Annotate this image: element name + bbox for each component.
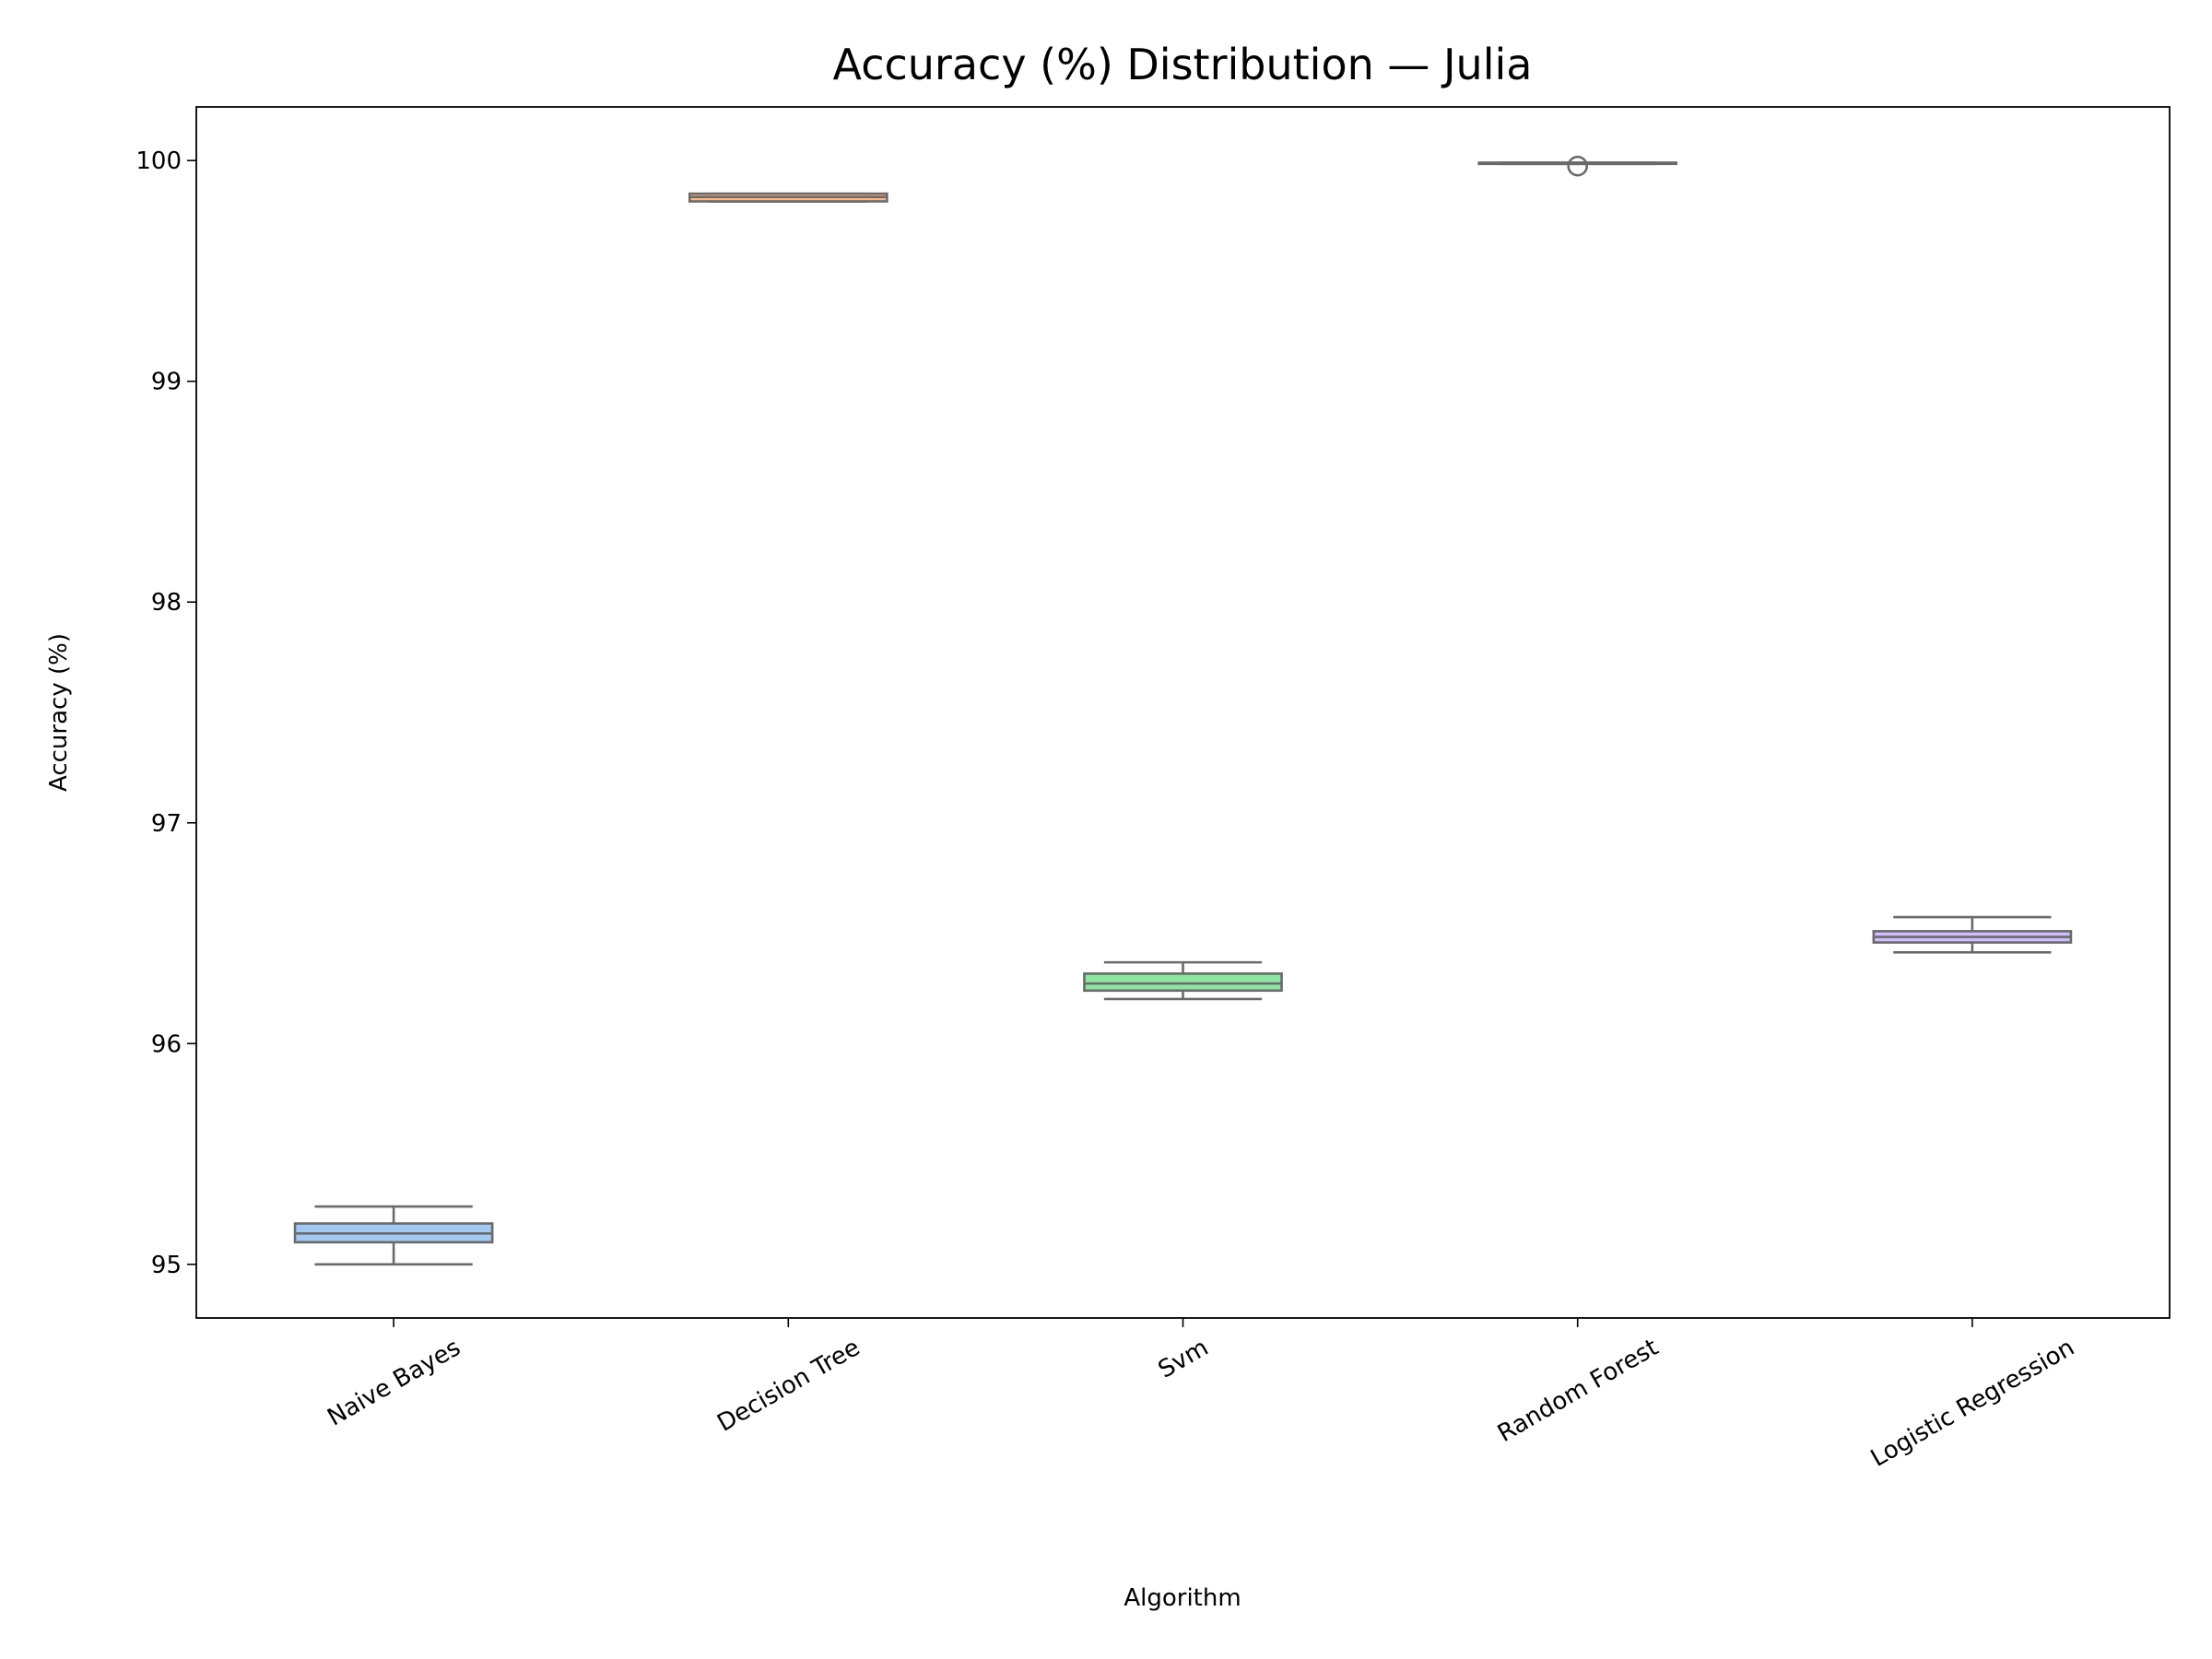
outlier xyxy=(1567,155,1588,177)
x-tick-label: Random Forest xyxy=(1493,1334,1663,1448)
x-tick-label: Decision Tree xyxy=(712,1334,865,1438)
box xyxy=(1083,972,1283,993)
y-tick-label: 95 xyxy=(151,1252,182,1279)
y-axis-label: Accuracy (%) xyxy=(45,633,73,792)
y-tick-label: 98 xyxy=(151,589,182,617)
y-tick-label: 99 xyxy=(151,369,182,396)
x-tick-label: Naive Bayes xyxy=(323,1334,465,1431)
x-axis-label: Algorithm xyxy=(1124,1584,1241,1612)
y-tick-label: 100 xyxy=(135,147,182,175)
x-tick-label: Svm xyxy=(1154,1334,1214,1384)
plot-frame xyxy=(195,106,2171,1319)
x-tick-label: Logistic Regression xyxy=(1866,1334,2079,1473)
chart-title: Accuracy (%) Distribution — Julia xyxy=(833,40,1533,89)
y-tick-label: 96 xyxy=(151,1030,182,1058)
y-tick-label: 97 xyxy=(151,810,182,838)
